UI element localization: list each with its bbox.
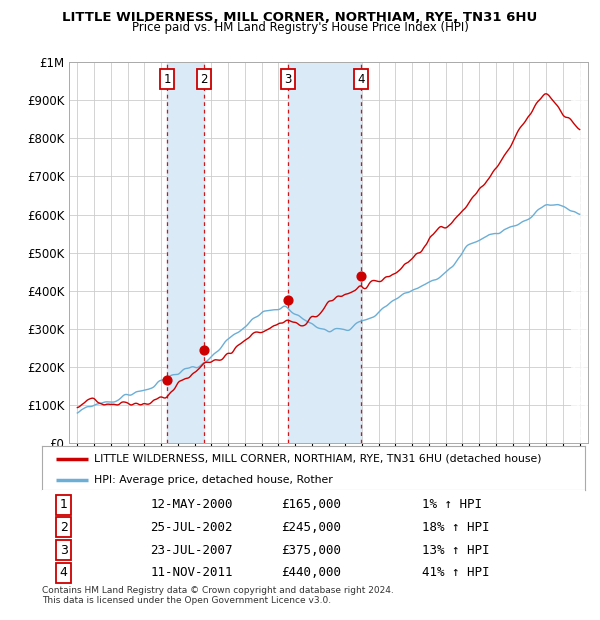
- Text: 3: 3: [60, 544, 68, 557]
- Text: 1% ↑ HPI: 1% ↑ HPI: [422, 498, 482, 511]
- Point: [163, 376, 172, 386]
- Text: £440,000: £440,000: [281, 566, 341, 579]
- Text: 25-JUL-2002: 25-JUL-2002: [151, 521, 233, 534]
- Bar: [287, 62, 361, 443]
- Text: 2: 2: [60, 521, 68, 534]
- Text: LITTLE WILDERNESS, MILL CORNER, NORTHIAM, RYE, TN31 6HU (detached house): LITTLE WILDERNESS, MILL CORNER, NORTHIAM…: [94, 454, 541, 464]
- Point: [283, 295, 292, 305]
- Text: 23-JUL-2007: 23-JUL-2007: [151, 544, 233, 557]
- Text: 13% ↑ HPI: 13% ↑ HPI: [422, 544, 490, 557]
- Text: 3: 3: [284, 73, 292, 86]
- Text: 12-MAY-2000: 12-MAY-2000: [151, 498, 233, 511]
- Text: Contains HM Land Registry data © Crown copyright and database right 2024.
This d: Contains HM Land Registry data © Crown c…: [42, 586, 394, 605]
- Text: 2: 2: [200, 73, 208, 86]
- Text: 4: 4: [357, 73, 364, 86]
- Point: [356, 270, 365, 280]
- Text: 18% ↑ HPI: 18% ↑ HPI: [422, 521, 490, 534]
- Text: £245,000: £245,000: [281, 521, 341, 534]
- Text: 1: 1: [60, 498, 68, 511]
- Text: 1: 1: [164, 73, 171, 86]
- Text: 11-NOV-2011: 11-NOV-2011: [151, 566, 233, 579]
- Point: [199, 345, 209, 355]
- Bar: [571, 62, 588, 443]
- Bar: [167, 62, 204, 443]
- Text: £375,000: £375,000: [281, 544, 341, 557]
- Text: 4: 4: [60, 566, 68, 579]
- Text: 41% ↑ HPI: 41% ↑ HPI: [422, 566, 490, 579]
- Text: LITTLE WILDERNESS, MILL CORNER, NORTHIAM, RYE, TN31 6HU: LITTLE WILDERNESS, MILL CORNER, NORTHIAM…: [62, 11, 538, 24]
- Text: Price paid vs. HM Land Registry's House Price Index (HPI): Price paid vs. HM Land Registry's House …: [131, 21, 469, 34]
- Text: HPI: Average price, detached house, Rother: HPI: Average price, detached house, Roth…: [94, 476, 332, 485]
- Text: £165,000: £165,000: [281, 498, 341, 511]
